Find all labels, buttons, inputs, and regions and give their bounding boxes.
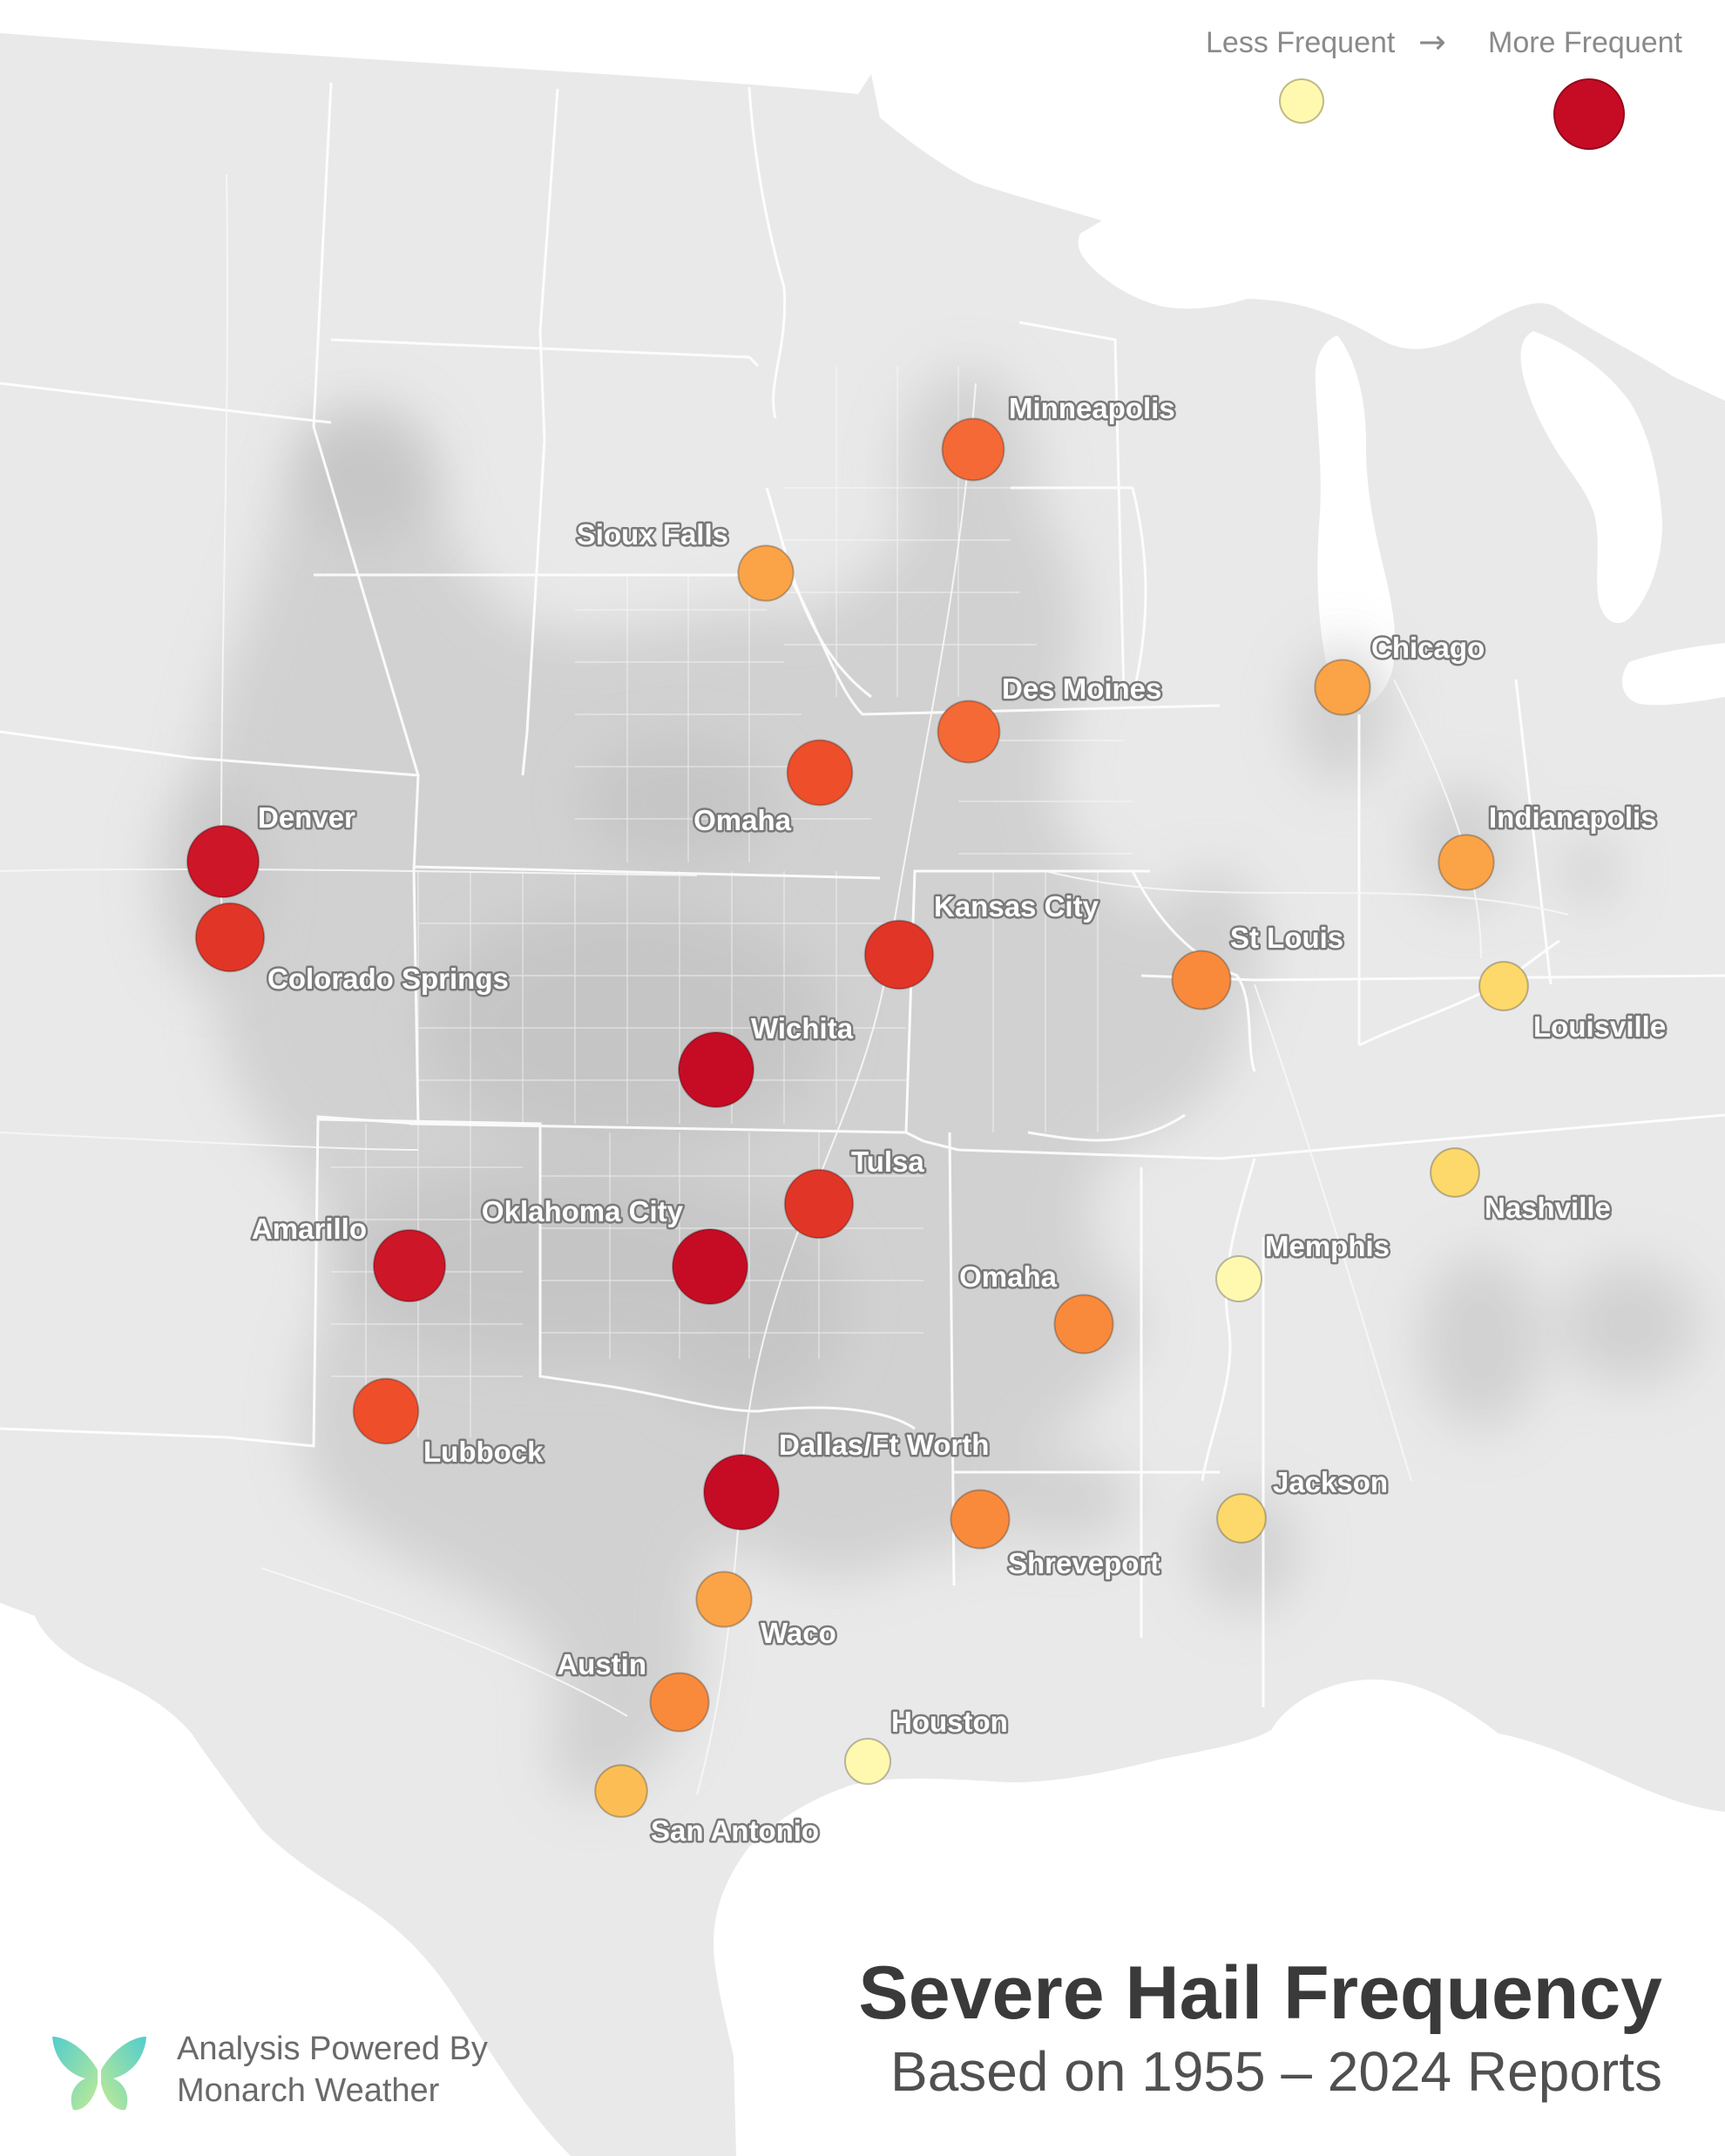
city-marker <box>1438 834 1495 891</box>
city-marker <box>1053 1294 1114 1355</box>
city-label: Omaha <box>693 804 792 836</box>
city-label: Omaha <box>959 1260 1058 1293</box>
city-label: Wichita <box>751 1012 854 1044</box>
legend-low-swatch <box>1279 78 1324 124</box>
legend-more-label: More Frequent <box>1488 26 1682 59</box>
city-markers <box>186 417 1529 1818</box>
city-label: San Antonio <box>651 1815 819 1847</box>
city-label: Waco <box>761 1617 836 1649</box>
city-marker <box>844 1738 891 1785</box>
city-label: Minneapolis <box>1009 392 1175 424</box>
city-label: St Louis <box>1230 922 1343 954</box>
city-marker <box>594 1764 648 1818</box>
city-marker <box>649 1672 710 1733</box>
branding-line1: Analysis Powered By <box>177 2031 488 2067</box>
city-label: Louisville <box>1533 1010 1666 1043</box>
city-marker <box>678 1031 754 1108</box>
city-marker <box>703 1454 780 1531</box>
city-label: Houston <box>891 1706 1008 1738</box>
legend-less-label: Less Frequent <box>1206 26 1396 59</box>
legend-high-swatch <box>1553 78 1625 150</box>
city-marker <box>372 1228 447 1303</box>
branding-text: Analysis Powered By Monarch Weather <box>177 2028 488 2112</box>
city-label: Jackson <box>1273 1466 1388 1498</box>
title-block: Severe Hail Frequency Based on 1955 – 20… <box>858 1950 1662 2106</box>
city-label: Tulsa <box>851 1146 924 1178</box>
lake-huron <box>1520 331 1662 624</box>
city-marker <box>352 1377 420 1445</box>
city-marker <box>1216 1493 1267 1544</box>
city-label: Lubbock <box>423 1436 544 1468</box>
city-marker <box>695 1571 753 1628</box>
city-label: Amarillo <box>252 1213 367 1245</box>
city-label: Shreveport <box>1008 1547 1160 1579</box>
city-marker <box>950 1489 1011 1550</box>
city-labels: Minneapolis Sioux Falls Chicago Des Moines O… <box>249 390 1668 1849</box>
city-marker <box>1215 1255 1262 1302</box>
butterfly-icon <box>52 2037 146 2111</box>
branding-line2: Monarch Weather <box>177 2072 440 2109</box>
city-marker <box>1430 1147 1480 1198</box>
county-grid <box>331 366 1133 1437</box>
city-label: Denver <box>258 801 355 834</box>
city-label: Oklahoma City <box>482 1195 684 1227</box>
city-marker <box>937 700 1001 764</box>
branding: Analysis Powered By Monarch Weather <box>51 2023 538 2127</box>
city-marker <box>1171 950 1232 1010</box>
city-marker <box>786 739 854 807</box>
state-boundaries <box>0 82 1725 1707</box>
city-marker <box>783 1168 855 1240</box>
city-label: Sioux Falls <box>577 518 728 551</box>
city-marker <box>941 417 1005 482</box>
city-label: Kansas City <box>934 890 1099 923</box>
city-label: Chicago <box>1371 632 1485 664</box>
lake-superior <box>1078 193 1461 309</box>
city-marker <box>1478 961 1529 1011</box>
lake-erie <box>1621 643 1725 706</box>
map-title: Severe Hail Frequency <box>858 1951 1662 2035</box>
city-marker <box>672 1228 748 1305</box>
city-label: Colorado Springs <box>267 963 509 995</box>
city-marker <box>186 824 260 899</box>
city-marker <box>737 544 795 602</box>
city-label: Memphis <box>1265 1230 1390 1262</box>
city-label: Des Moines <box>1002 672 1161 705</box>
city-label: Austin <box>557 1648 646 1680</box>
lake-michigan <box>1315 335 1396 707</box>
arrow-right-icon: → <box>1418 23 1446 61</box>
city-marker <box>863 919 935 990</box>
city-marker <box>194 902 266 973</box>
city-marker <box>1314 659 1371 716</box>
city-label: Dallas/Ft Worth <box>779 1429 989 1461</box>
city-label: Indianapolis <box>1489 801 1657 834</box>
city-label: Nashville <box>1485 1192 1611 1224</box>
map-subtitle: Based on 1955 – 2024 Reports <box>890 2040 1662 2103</box>
